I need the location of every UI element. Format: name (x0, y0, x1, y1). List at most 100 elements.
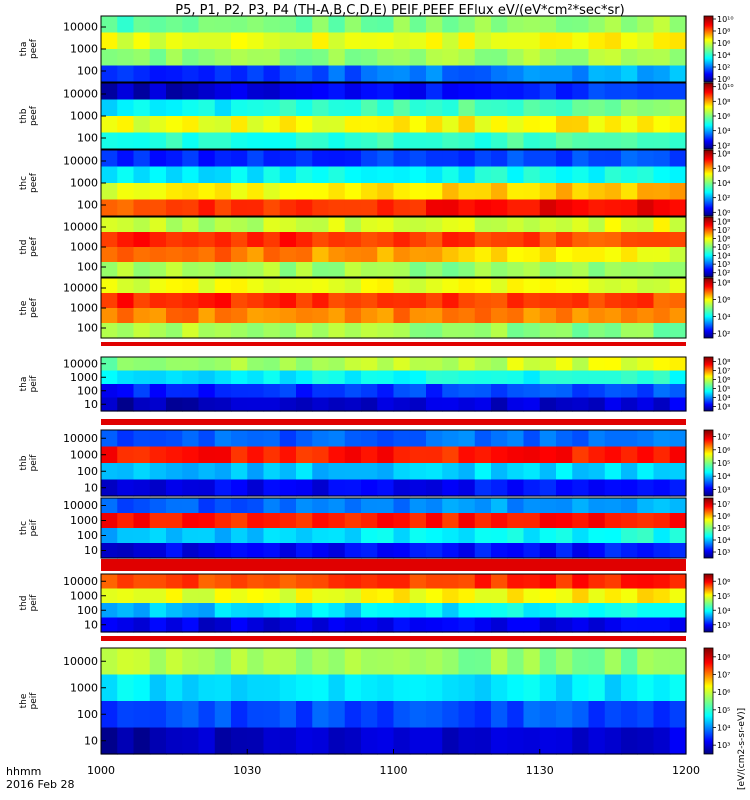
colorbar-tick-label: 10⁸ (717, 653, 730, 662)
y-tick-label: 100 (77, 529, 98, 542)
panel-thc-peef: 10000 1000 100 thcpeef 10⁸ 10⁶ 10⁴ 10² 10⁰ (19, 149, 730, 217)
colorbar-tick-label: 10³ (717, 260, 730, 269)
colorbar-tick-label: 10⁴ (717, 606, 730, 615)
colorbar-thb-peef: 10¹⁰ 10⁸ 10⁶ 10⁴ 10² (703, 82, 734, 150)
x-tick-label: 1000 (87, 764, 115, 777)
panel-thb-peef: 10000 1000 100 thbpeef 10¹⁰ 10⁸ 10⁶ 10⁴ 10² (19, 82, 734, 150)
y-tick-label: 10000 (63, 575, 98, 588)
y-tick-label: 1000 (70, 110, 98, 123)
colorbar-tick-label: 10⁴ (717, 724, 730, 733)
colorbar-tick-label: 10⁶ (717, 512, 730, 521)
y-tick-label: 1000 (70, 514, 98, 527)
panel-label: thbpeif (19, 454, 39, 472)
x-tick-label: 1100 (380, 764, 408, 777)
panel-label: thdpeif (19, 594, 39, 612)
x-tick-label: 1130 (526, 764, 554, 777)
fill-stripe (101, 342, 686, 346)
y-tick-label: 10000 (63, 21, 98, 34)
fill-stripe (101, 559, 686, 571)
colorbar-tick-label: 10⁶ (717, 446, 730, 455)
panel-label: thepeif (19, 692, 39, 710)
colorbar-tick-label: 10⁵ (717, 243, 730, 252)
y-tick-label: 10000 (63, 155, 98, 168)
colorbar-tick-label: 10⁸ (717, 217, 730, 226)
panel-label: thepeef (19, 297, 39, 318)
y-tick-label: 10000 (63, 357, 98, 370)
colorbar-tick-label: 10⁷ (717, 671, 730, 680)
x-tick-label: 1200 (672, 764, 700, 777)
colorbar-thc-peef: 10⁸ 10⁶ 10⁴ 10² 10⁰ (703, 149, 730, 217)
y-tick-label: 100 (77, 132, 98, 145)
y-tick-label: 10000 (63, 282, 98, 295)
y-tick-label: 1000 (70, 589, 98, 602)
panel-label: thbpeef (19, 105, 39, 126)
colorbar-tha-peef: 10¹⁰ 10⁸ 10⁶ 10⁴ 10² 10⁰ (703, 15, 734, 84)
colorbar-tick-label: 10⁴ (717, 536, 730, 545)
y-tick-label: 10 (84, 734, 98, 747)
panel-label: thapeef (19, 38, 39, 59)
y-tick-label: 100 (77, 384, 98, 397)
colorbar-tick-label: 10⁴ (717, 394, 730, 403)
colorbar-tick-label: 10² (717, 141, 730, 150)
y-tick-label: 10 (84, 618, 98, 631)
colorbar-tick-label: 10² (717, 269, 730, 278)
y-tick-label: 1000 (70, 43, 98, 56)
y-tick-label: 10000 (63, 432, 98, 445)
panel-thb-peif: 10000 1000 100 10 thbpeif 10⁷ 10⁶ 10⁵ 10⁴ 10³ (19, 429, 730, 497)
colorbar-tick-label: 10⁸ (717, 358, 730, 367)
colorbar-tick-label: 10⁸ (717, 27, 730, 36)
y-tick-label: 10000 (63, 655, 98, 668)
panel-label: thapeif (19, 375, 39, 393)
colorbar-tick-label: 10³ (717, 548, 730, 557)
colorbar-tick-label: 10⁶ (717, 577, 730, 586)
y-tick-label: 10000 (63, 499, 98, 512)
colorbar-the-peif: 10⁸ 10⁷ 10⁶ 10⁵ 10⁴ 10³ (703, 647, 730, 755)
panel-the-peif: 10000 1000 100 10 thepeif 10⁸ 10⁷ 10⁶ 10⁵ 10⁴ 10³ (19, 647, 730, 755)
colorbar-tick-label: 10⁷ (717, 433, 730, 442)
panel-frame (100, 356, 687, 412)
y-tick-label: 100 (77, 708, 98, 721)
fill-stripe (101, 636, 686, 641)
colorbar-tick-label: 10⁸ (717, 97, 730, 106)
colorbar-tick-label: 10⁴ (717, 179, 730, 188)
colorbar-tick-label: 10⁷ (717, 226, 730, 235)
date-label: 2016 Feb 28 (6, 778, 74, 791)
colorbar-tick-label: 10⁶ (717, 688, 730, 697)
y-tick-label: 100 (77, 199, 98, 212)
colorbar-tick-label: 10⁶ (717, 39, 730, 48)
colorbar-tick-label: 10⁴ (717, 252, 730, 261)
colorbar-tick-label: 10⁰ (717, 208, 730, 217)
y-tick-label: 1000 (70, 681, 98, 694)
colorbar-tick-label: 10¹⁰ (717, 15, 734, 24)
panel-the-peef: 10000 1000 100 thepeef 10⁸ 10⁶ 10⁴ 10² (19, 277, 730, 339)
figure-title: P5, P1, P2, P3, P4 (TH-A,B,C,D,E) PEIF,P… (175, 3, 624, 18)
panel-label: thcpeef (19, 172, 39, 193)
colorbar-tick-label: 10⁴ (717, 51, 730, 60)
time-axis: 1000 1030 1100 1130 1200 (87, 749, 700, 777)
colorbar-tick-label: 10³ (717, 621, 730, 630)
panel-frame (100, 497, 687, 559)
y-tick-label: 10 (84, 398, 98, 411)
panel-frame (100, 573, 687, 633)
y-tick-label: 100 (77, 604, 98, 617)
panel-tha-peef: 10000 1000 100 thapeef 10¹⁰ 10⁸ 10⁶ 10⁴ 10² 10⁰ (19, 15, 734, 84)
y-tick-label: 1000 (70, 371, 98, 384)
colorbar-tick-label: 10⁶ (717, 295, 730, 304)
y-tick-label: 1000 (70, 302, 98, 315)
colorbar-tick-label: 10² (717, 194, 730, 203)
colorbar-tick-label: 10⁶ (717, 164, 730, 173)
y-tick-label: 100 (77, 322, 98, 335)
colorbar-thb-peif: 10⁷ 10⁶ 10⁵ 10⁴ 10³ (703, 429, 730, 497)
colorbar-tick-label: 10² (717, 63, 730, 72)
colorbar-tick-label: 10⁸ (717, 278, 730, 287)
y-tick-label: 100 (77, 465, 98, 478)
colorbar-thc-peif: 10⁷ 10⁶ 10⁵ 10⁴ 10³ (703, 497, 730, 559)
colorbar-tick-label: 10¹⁰ (717, 83, 734, 92)
panel-thc-peif: 10000 1000 100 10 thcpeif 10⁷ 10⁶ 10⁵ 10⁴ 10³ (19, 497, 730, 559)
colorbar-tick-label: 10⁸ (717, 150, 730, 159)
